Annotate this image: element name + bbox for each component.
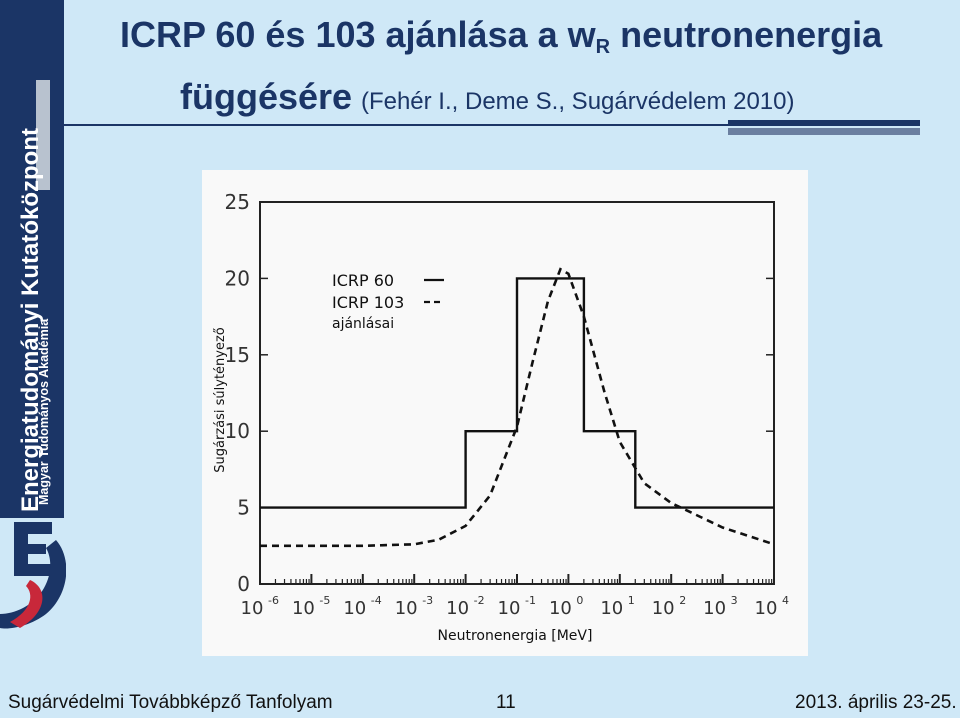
title-line1-suffix: neutronenergia [610,14,883,55]
x-tick-label: 10 [549,598,572,619]
x-tick-label: 10 [652,598,675,619]
x-tick-label: 10 [241,598,264,619]
legend: ICRP 60 ICRP 103 ajánlásai [332,271,444,332]
y-tick-label: 10 [225,419,250,443]
y-tick-label: 25 [225,190,250,214]
title-rule [64,124,920,126]
x-tick-exponent: 0 [576,594,583,607]
x-tick-label: 10 [395,598,418,619]
logo-swoosh [0,540,66,629]
legend-note: ajánlásai [332,316,394,332]
x-axis-ticks: 10 -6 10 -5 10 -4 10 -3 10 -2 10 -1 10 0 10 1 10 2 10 3 10 4 [241,574,789,619]
logo-red-swoosh [10,580,43,628]
footer-course-name: Sugárvédelmi Továbbképző Tanfolyam [8,692,333,713]
sidebar-band: Energiatudományi Kutatóközpont Magyar Tu… [0,0,64,518]
footer-date: 2013. április 23-25. [795,692,957,713]
title-citation: (Fehér I., Deme S., Sugárvédelem 2010) [360,88,795,115]
x-tick-label: 10 [446,598,469,619]
x-tick-label: 10 [600,598,623,619]
x-tick-exponent: -6 [268,594,279,607]
title-rule-accent [728,120,920,126]
y-tick-label: 0 [237,572,250,596]
title-line1-prefix: ICRP 60 és 103 ajánlása a w [120,14,596,55]
x-tick-exponent: -4 [371,594,382,607]
footer-page-number: 11 [496,692,516,713]
slide-title-line2: függésére (Fehér I., Deme S., Sugárvédel… [180,76,795,126]
y-tick-label: 20 [225,266,250,290]
x-tick-label: 10 [755,598,778,619]
legend-label: ICRP 103 [332,293,404,312]
x-tick-exponent: 3 [731,594,738,607]
y-tick-label: 5 [237,496,250,520]
series-line-2 [260,267,775,548]
x-tick-exponent: 4 [782,594,789,607]
x-tick-label: 10 [292,598,315,619]
legend-label: ICRP 60 [332,271,394,290]
y-axis-label: Sugárzási súlytényező [213,327,228,473]
x-tick-exponent: 2 [679,594,686,607]
title-line2-bold: függésére [180,76,353,117]
series-line-1 [260,277,774,509]
x-tick-label: 10 [343,598,366,619]
x-tick-label: 10 [703,598,726,619]
x-tick-exponent: -5 [319,594,330,607]
x-tick-exponent: -3 [422,594,433,607]
x-tick-exponent: -2 [474,594,485,607]
sidebar-accent-box [36,80,50,190]
y-tick-label: 15 [225,343,250,367]
slide-title-line1: ICRP 60 és 103 ajánlása a wR neutronener… [120,14,882,68]
ek-logo [0,522,66,629]
chart-panel: 0 5 10 15 20 25 10 -6 10 -5 10 -4 10 -3 10 -2 10 -1 10 0 10… [202,170,808,656]
x-tick-exponent: 1 [628,594,635,607]
x-axis-label: Neutronenergia [MeV] [438,628,593,644]
x-tick-exponent: -1 [525,594,536,607]
x-tick-label: 10 [498,598,521,619]
y-axis-ticks: 0 5 10 15 20 25 [225,190,774,596]
series-layer [260,267,775,548]
academy-name: Magyar Tudományos Akadémia [37,318,51,505]
title-rule-accent-light [728,128,920,135]
title-subscript: R [595,36,611,58]
logo-letter-e [14,522,52,576]
